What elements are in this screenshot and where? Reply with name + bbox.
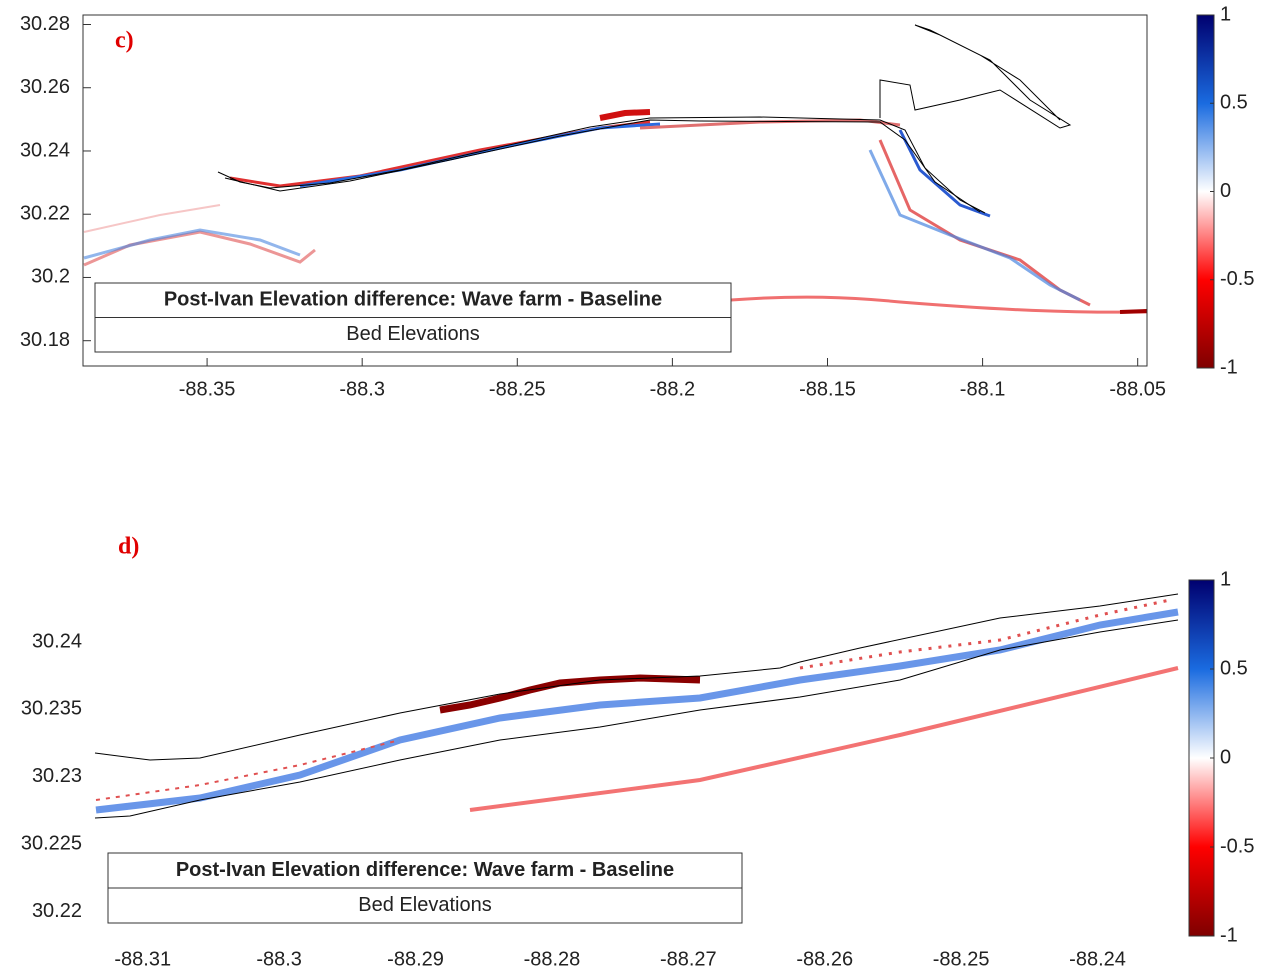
x-tick-label: -88.05 — [1109, 378, 1166, 400]
legend-subtitle: Bed Elevations — [346, 323, 479, 345]
legend-title: Post-Ivan Elevation difference: Wave far… — [164, 289, 662, 311]
y-tick-label: 30.225 — [21, 833, 82, 855]
x-tick-label: -88.1 — [960, 378, 1006, 400]
y-tick-label: 30.28 — [20, 13, 70, 35]
colorbar-tick-label: -0.5 — [1220, 268, 1254, 290]
colorbar-tick-label: 0.5 — [1220, 92, 1248, 114]
x-tick-label: -88.25 — [489, 378, 546, 400]
x-tick-label: -88.3 — [339, 378, 385, 400]
x-tick-label: -88.24 — [1069, 948, 1126, 970]
colorbar-tick-label: 1 — [1220, 568, 1231, 590]
x-tick-label: -88.3 — [256, 948, 302, 970]
y-tick-label: 30.24 — [20, 139, 70, 161]
y-tick-label: 30.235 — [21, 698, 82, 720]
x-tick-label: -88.31 — [114, 948, 171, 970]
colorbar — [1188, 579, 1215, 937]
x-tick-label: -88.35 — [179, 378, 236, 400]
y-tick-label: 30.23 — [32, 765, 82, 787]
x-tick-label: -88.25 — [933, 948, 990, 970]
x-tick-label: -88.29 — [387, 948, 444, 970]
x-tick-label: -88.28 — [524, 948, 581, 970]
x-tick-label: -88.26 — [796, 948, 853, 970]
legend-subtitle: Bed Elevations — [358, 894, 491, 916]
map-field-d — [94, 593, 1179, 819]
colorbar-tick-label: 0.5 — [1220, 657, 1248, 679]
y-tick-label: 30.24 — [32, 630, 82, 652]
x-tick-label: -88.2 — [650, 378, 696, 400]
colorbar-tick-label: 0 — [1220, 180, 1231, 202]
colorbar-tick-label: -0.5 — [1220, 835, 1254, 857]
legend-title: Post-Ivan Elevation difference: Wave far… — [176, 859, 674, 881]
axes-frame — [82, 14, 1148, 367]
colorbar-tick-label: -1 — [1220, 924, 1238, 946]
map-field-c — [83, 24, 1148, 314]
panel-label: c) — [115, 28, 134, 54]
y-tick-label: 30.26 — [20, 76, 70, 98]
panel-label: d) — [118, 534, 139, 560]
x-tick-label: -88.27 — [660, 948, 717, 970]
x-tick-label: -88.15 — [799, 378, 856, 400]
y-tick-label: 30.22 — [20, 202, 70, 224]
y-tick-label: 30.18 — [20, 329, 70, 351]
y-tick-label: 30.2 — [31, 266, 70, 288]
colorbar-tick-label: 1 — [1220, 3, 1231, 25]
y-tick-label: 30.22 — [32, 900, 82, 922]
colorbar-tick-label: -1 — [1220, 356, 1238, 378]
colorbar-tick-label: 0 — [1220, 746, 1231, 768]
